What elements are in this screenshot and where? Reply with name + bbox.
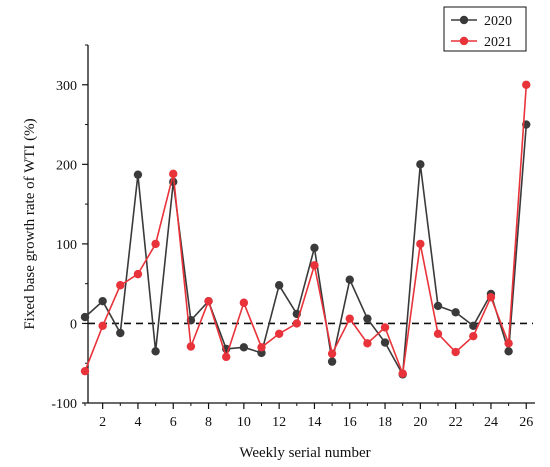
data-point [186, 342, 196, 351]
data-point [451, 347, 460, 357]
data-point [80, 312, 90, 322]
data-point [327, 357, 337, 366]
data-point [451, 308, 460, 317]
data-point [257, 343, 266, 352]
data-point [416, 239, 425, 249]
y-tick-label: 300 [56, 79, 77, 94]
series-2021 [80, 80, 531, 378]
data-point [239, 343, 249, 352]
data-point [116, 328, 125, 338]
data-point [133, 269, 143, 279]
data-point [222, 352, 231, 362]
x-tick-label: 14 [307, 415, 321, 430]
data-point [469, 321, 478, 331]
data-point [151, 239, 160, 249]
data-point [504, 339, 513, 348]
x-tick-label: 18 [378, 415, 392, 430]
series-2020 [80, 120, 531, 379]
x-tick-label: 20 [413, 415, 427, 430]
data-point [486, 292, 496, 302]
data-point [504, 347, 513, 356]
data-point [239, 298, 249, 307]
y-tick-label: 100 [56, 238, 77, 253]
series-line [84, 84, 528, 374]
data-point [274, 329, 284, 338]
x-tick-label: 26 [519, 415, 533, 430]
data-point [169, 169, 178, 179]
data-point [151, 347, 160, 356]
data-point [433, 329, 443, 338]
x-tick-label: 12 [272, 415, 286, 430]
data-point [345, 314, 354, 323]
x-tick-label: 16 [343, 415, 357, 430]
data-point [80, 366, 90, 376]
x-tick-label: 8 [205, 415, 212, 430]
series-line [84, 124, 528, 378]
data-point [416, 160, 425, 169]
legend-box [443, 6, 527, 52]
y-tick-label: -100 [51, 397, 77, 412]
data-point [310, 261, 319, 270]
legend-marker [459, 15, 469, 25]
data-point [522, 80, 531, 89]
legend-entries: 2020 2021 [451, 14, 512, 50]
data-point [133, 170, 143, 179]
x-tick-label: 4 [134, 415, 141, 430]
series-layer [80, 80, 531, 379]
x-tick-label: 6 [170, 415, 177, 430]
data-point [204, 296, 213, 306]
x-tick-label: 22 [449, 415, 463, 430]
data-point [363, 314, 372, 323]
x-tick-label: 2 [99, 415, 106, 430]
data-point [98, 321, 107, 331]
data-point [380, 323, 390, 332]
legend: 2020 2021 [443, 6, 527, 52]
legend-marker [459, 36, 469, 46]
data-point [380, 338, 390, 347]
y-tick-label: 200 [56, 158, 77, 173]
data-point [327, 349, 337, 358]
data-point [469, 331, 478, 341]
legend-label: 2020 [484, 14, 512, 29]
data-point [345, 275, 354, 284]
x-axis-label: Weekly serial number [239, 445, 370, 461]
data-point [98, 296, 107, 306]
x-tick-label: 10 [237, 415, 251, 430]
legend-label: 2021 [484, 35, 512, 50]
data-point [398, 369, 407, 378]
y-tick-label: 0 [70, 317, 77, 332]
data-point [292, 319, 301, 328]
plot-frame [87, 45, 535, 404]
data-point [310, 243, 319, 253]
data-point [274, 281, 284, 290]
data-point [363, 339, 372, 348]
y-axis-label: Fixed base growth rate of WTI (%) [22, 118, 38, 329]
x-tick-label: 24 [484, 415, 498, 430]
data-point [433, 301, 443, 311]
data-point [116, 281, 125, 290]
